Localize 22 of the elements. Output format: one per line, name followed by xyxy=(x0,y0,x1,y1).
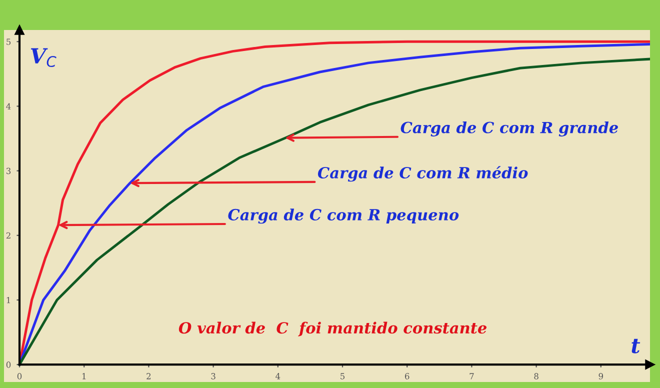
y-tick-label: 0 xyxy=(6,362,11,368)
y-tick-label: 2 xyxy=(6,232,10,239)
y-tick-label: 4 xyxy=(6,103,11,110)
y-tick-label: 5 xyxy=(6,38,11,45)
annotation: O valor de C foi mantido constante xyxy=(178,322,487,336)
annotation: Carga de C com R pequeno xyxy=(228,208,459,224)
x-tick-label: 5 xyxy=(340,373,345,380)
x-tick-label: 2 xyxy=(146,373,151,380)
x-tick-label: 6 xyxy=(405,373,410,380)
annotation: Carga de C com R grande xyxy=(400,121,618,136)
x-tick-label: 9 xyxy=(598,373,603,380)
x-tick-label: 7 xyxy=(470,373,474,380)
y-axis-title: V$_{C}$ xyxy=(30,48,56,68)
y-tick-label: 3 xyxy=(6,168,11,174)
x-tick-label: 4 xyxy=(276,373,280,380)
x-tick-label: 1 xyxy=(82,373,86,380)
x-tick-label: 8 xyxy=(534,373,538,380)
x-axis-title: t xyxy=(632,338,640,354)
y-tick-label: 1 xyxy=(6,296,10,304)
x-tick-label: 3 xyxy=(211,373,216,380)
x-tick-label: 0 xyxy=(17,373,22,380)
annotation: Carga de C com R médio xyxy=(318,166,528,182)
